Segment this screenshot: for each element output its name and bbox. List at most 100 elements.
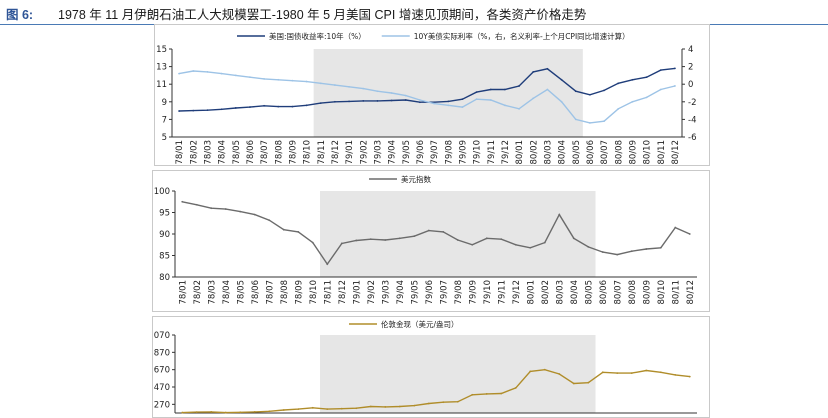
data-point	[659, 371, 662, 374]
data-point	[447, 100, 450, 103]
data-point	[456, 239, 459, 241]
data-point	[355, 239, 358, 242]
shaded-period	[320, 191, 596, 277]
data-point	[433, 101, 435, 104]
data-point	[587, 381, 590, 384]
legend-label: 美国:国债收益率:10年（%）	[269, 31, 366, 41]
data-point	[616, 372, 619, 375]
data-point	[659, 69, 662, 72]
x-tick-label: 78/09	[294, 280, 304, 305]
data-point	[461, 106, 464, 108]
x-tick-label: 79/01	[352, 280, 362, 305]
data-point	[630, 250, 633, 253]
data-point	[195, 203, 198, 206]
data-point	[319, 102, 322, 105]
data-point	[532, 97, 535, 100]
x-tick-label: 80/08	[614, 140, 624, 165]
data-point	[326, 263, 329, 265]
x-tick-label: 79/10	[483, 280, 493, 305]
data-point	[442, 230, 445, 233]
data-point	[419, 101, 421, 104]
figure-label: 图 6:	[6, 8, 34, 22]
x-tick-label: 80/09	[642, 280, 652, 305]
x-tick-label: 79/04	[396, 280, 406, 305]
data-point	[253, 213, 256, 216]
legend-label: 美元指数	[401, 174, 431, 184]
data-point	[178, 72, 180, 75]
data-point	[500, 238, 503, 241]
data-point	[249, 76, 251, 79]
right-tick-label: -4	[688, 115, 696, 125]
data-point	[645, 369, 648, 372]
data-point	[390, 92, 393, 94]
left-tick-label: 95	[159, 209, 170, 219]
left-tick-label: 11	[156, 80, 167, 90]
x-tick-label: 80/06	[599, 280, 609, 305]
x-tick-label: 79/06	[425, 280, 435, 305]
chart-panel-dollar-index: 80 85 90 95 100 78/01 78/02 78/03 78/04 78/05 78/0…	[152, 170, 710, 312]
x-tick-label: 79/01	[345, 140, 355, 165]
x-tick-label: 78/01	[178, 280, 188, 305]
data-point	[210, 411, 213, 413]
data-point	[224, 411, 227, 414]
data-point	[268, 410, 271, 413]
x-tick-label: 78/07	[260, 140, 270, 165]
data-point	[514, 243, 517, 246]
x-tick-label: 79/07	[439, 280, 449, 305]
x-tick-label: 80/03	[543, 140, 553, 165]
data-point	[362, 100, 365, 102]
right-tick-label: -6	[688, 133, 696, 143]
x-tick-label: 80/03	[555, 280, 565, 305]
data-point	[616, 253, 619, 256]
figure-title: 1978 年 11 月伊朗石油工人大规模罢工-1980 年 5 月美国 CPI …	[58, 8, 587, 22]
data-point	[560, 78, 563, 81]
data-point	[572, 237, 575, 240]
x-tick-label: 79/09	[458, 140, 468, 165]
x-tick-label: 80/04	[558, 140, 568, 165]
x-tick-label: 78/03	[207, 280, 217, 305]
x-tick-label: 78/12	[338, 280, 348, 305]
data-point	[631, 78, 634, 81]
data-point	[413, 235, 416, 238]
data-point	[210, 207, 213, 210]
data-point	[376, 100, 379, 102]
left-tick-label: 15	[156, 45, 167, 55]
x-tick-label: 78/10	[309, 280, 319, 305]
data-point	[398, 237, 401, 240]
data-point	[239, 411, 242, 414]
data-point	[282, 228, 285, 231]
data-point	[433, 102, 435, 105]
data-point	[348, 85, 350, 88]
data-point	[688, 233, 691, 235]
data-point	[659, 246, 662, 249]
data-point	[398, 405, 401, 408]
data-point	[485, 237, 488, 240]
data-point	[601, 251, 604, 253]
x-tick-label: 78/09	[288, 140, 298, 165]
data-point	[674, 67, 676, 70]
left-tick-label: 470	[154, 383, 170, 393]
x-tick-label: 79/12	[512, 280, 522, 305]
left-tick-label: 100	[154, 187, 170, 197]
data-point	[419, 99, 421, 101]
data-point	[263, 78, 265, 80]
x-tick-label: 80/01	[515, 140, 525, 165]
data-point	[529, 370, 532, 373]
data-point	[688, 375, 691, 378]
data-point	[471, 243, 474, 246]
x-tick-label: 80/06	[586, 140, 596, 165]
data-point	[192, 109, 195, 112]
data-point	[334, 100, 336, 103]
data-point	[659, 88, 662, 91]
x-tick-label: 78/12	[331, 140, 341, 165]
x-tick-label: 80/11	[657, 140, 667, 165]
x-tick-label: 78/08	[280, 280, 290, 305]
right-tick-label: -2	[688, 98, 696, 108]
data-point	[369, 238, 372, 241]
data-point	[475, 91, 478, 94]
data-point	[249, 106, 251, 108]
x-tick-label: 79/02	[367, 280, 377, 305]
data-point	[384, 239, 387, 241]
data-point	[589, 122, 591, 124]
data-point	[546, 67, 549, 70]
